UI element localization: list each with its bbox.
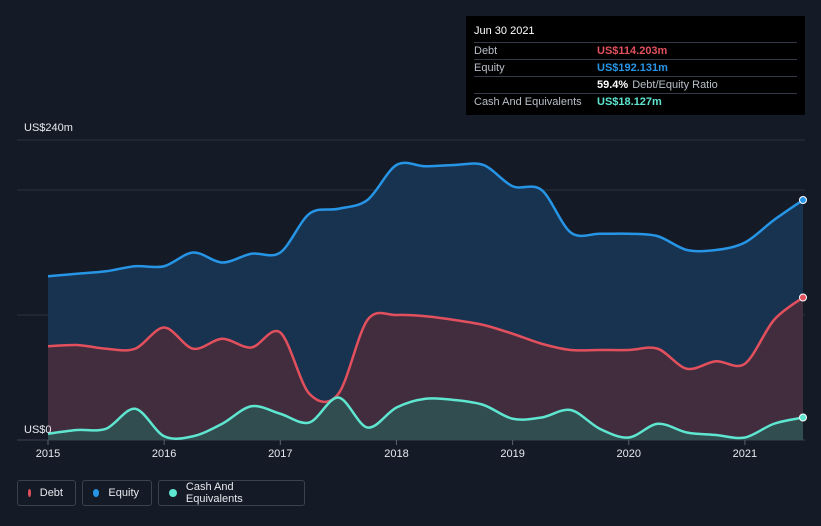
tooltip-row-debt: Debt US$114.203m bbox=[474, 43, 797, 60]
legend-cash-label: Cash And Equivalents bbox=[185, 481, 243, 505]
legend-debt-swatch bbox=[28, 489, 31, 497]
tooltip-cash-value: US$18.127m bbox=[597, 96, 662, 108]
series-lines bbox=[47, 161, 804, 440]
x-tick-label: 2018 bbox=[384, 448, 408, 460]
legend-cash-swatch bbox=[169, 489, 177, 497]
tooltip-debt-value: US$114.203m bbox=[597, 45, 668, 57]
x-tick-label: 2021 bbox=[733, 448, 757, 460]
y-axis-top-label: US$240m bbox=[24, 122, 73, 134]
legend-equity-swatch bbox=[93, 489, 100, 497]
x-tick-label: 2016 bbox=[152, 448, 176, 460]
tooltip-cash-label: Cash And Equivalents bbox=[474, 96, 582, 108]
cash-and-equivalents-end-marker bbox=[799, 413, 807, 422]
debt-area bbox=[48, 297, 803, 440]
legend-debt-label: Debt bbox=[39, 487, 63, 499]
legend-equity-label: Equity bbox=[108, 487, 139, 499]
chart-legend: Debt Equity Cash And Equivalents bbox=[17, 480, 305, 506]
series-end-markers bbox=[799, 196, 807, 422]
data-tooltip: Jun 30 2021 Debt US$114.203m Equity US$1… bbox=[466, 16, 805, 115]
equity-end-marker bbox=[799, 196, 807, 204]
x-tick-label: 2020 bbox=[617, 448, 641, 460]
tooltip-row-ratio: 59.4% Debt/Equity Ratio bbox=[474, 77, 797, 94]
cash-and-equivalents-line bbox=[47, 396, 804, 440]
series-areas bbox=[48, 162, 803, 440]
tooltip-ratio-value: 59.4% bbox=[597, 79, 629, 91]
y-axis-bottom-label: US$0 bbox=[24, 424, 52, 436]
tooltip-row-cash: Cash And Equivalents US$18.127m bbox=[474, 94, 797, 110]
tooltip-row-equity: Equity US$192.131m bbox=[474, 60, 797, 77]
cash-and-equivalents-area bbox=[48, 397, 803, 440]
x-tick-label: 2015 bbox=[36, 448, 60, 460]
tooltip-ratio-label: Debt/Equity Ratio bbox=[632, 79, 718, 91]
debt-line bbox=[47, 296, 804, 404]
tooltip-debt-label: Debt bbox=[474, 45, 498, 57]
x-axis-ticks: 2015 2016 2017 2018 2019 2020 2021 bbox=[36, 440, 757, 460]
x-tick-label: 2019 bbox=[500, 448, 524, 460]
legend-toggle-debt[interactable]: Debt bbox=[17, 480, 76, 506]
tooltip-equity-value: US$192.131m bbox=[597, 62, 668, 74]
legend-toggle-equity[interactable]: Equity bbox=[82, 480, 152, 506]
tooltip-date: Jun 30 2021 bbox=[474, 23, 797, 43]
tooltip-equity-label: Equity bbox=[474, 62, 505, 74]
legend-toggle-cash[interactable]: Cash And Equivalents bbox=[158, 480, 305, 506]
debt-end-marker bbox=[799, 293, 807, 302]
equity-line bbox=[47, 161, 804, 278]
x-tick-label: 2017 bbox=[268, 448, 292, 460]
